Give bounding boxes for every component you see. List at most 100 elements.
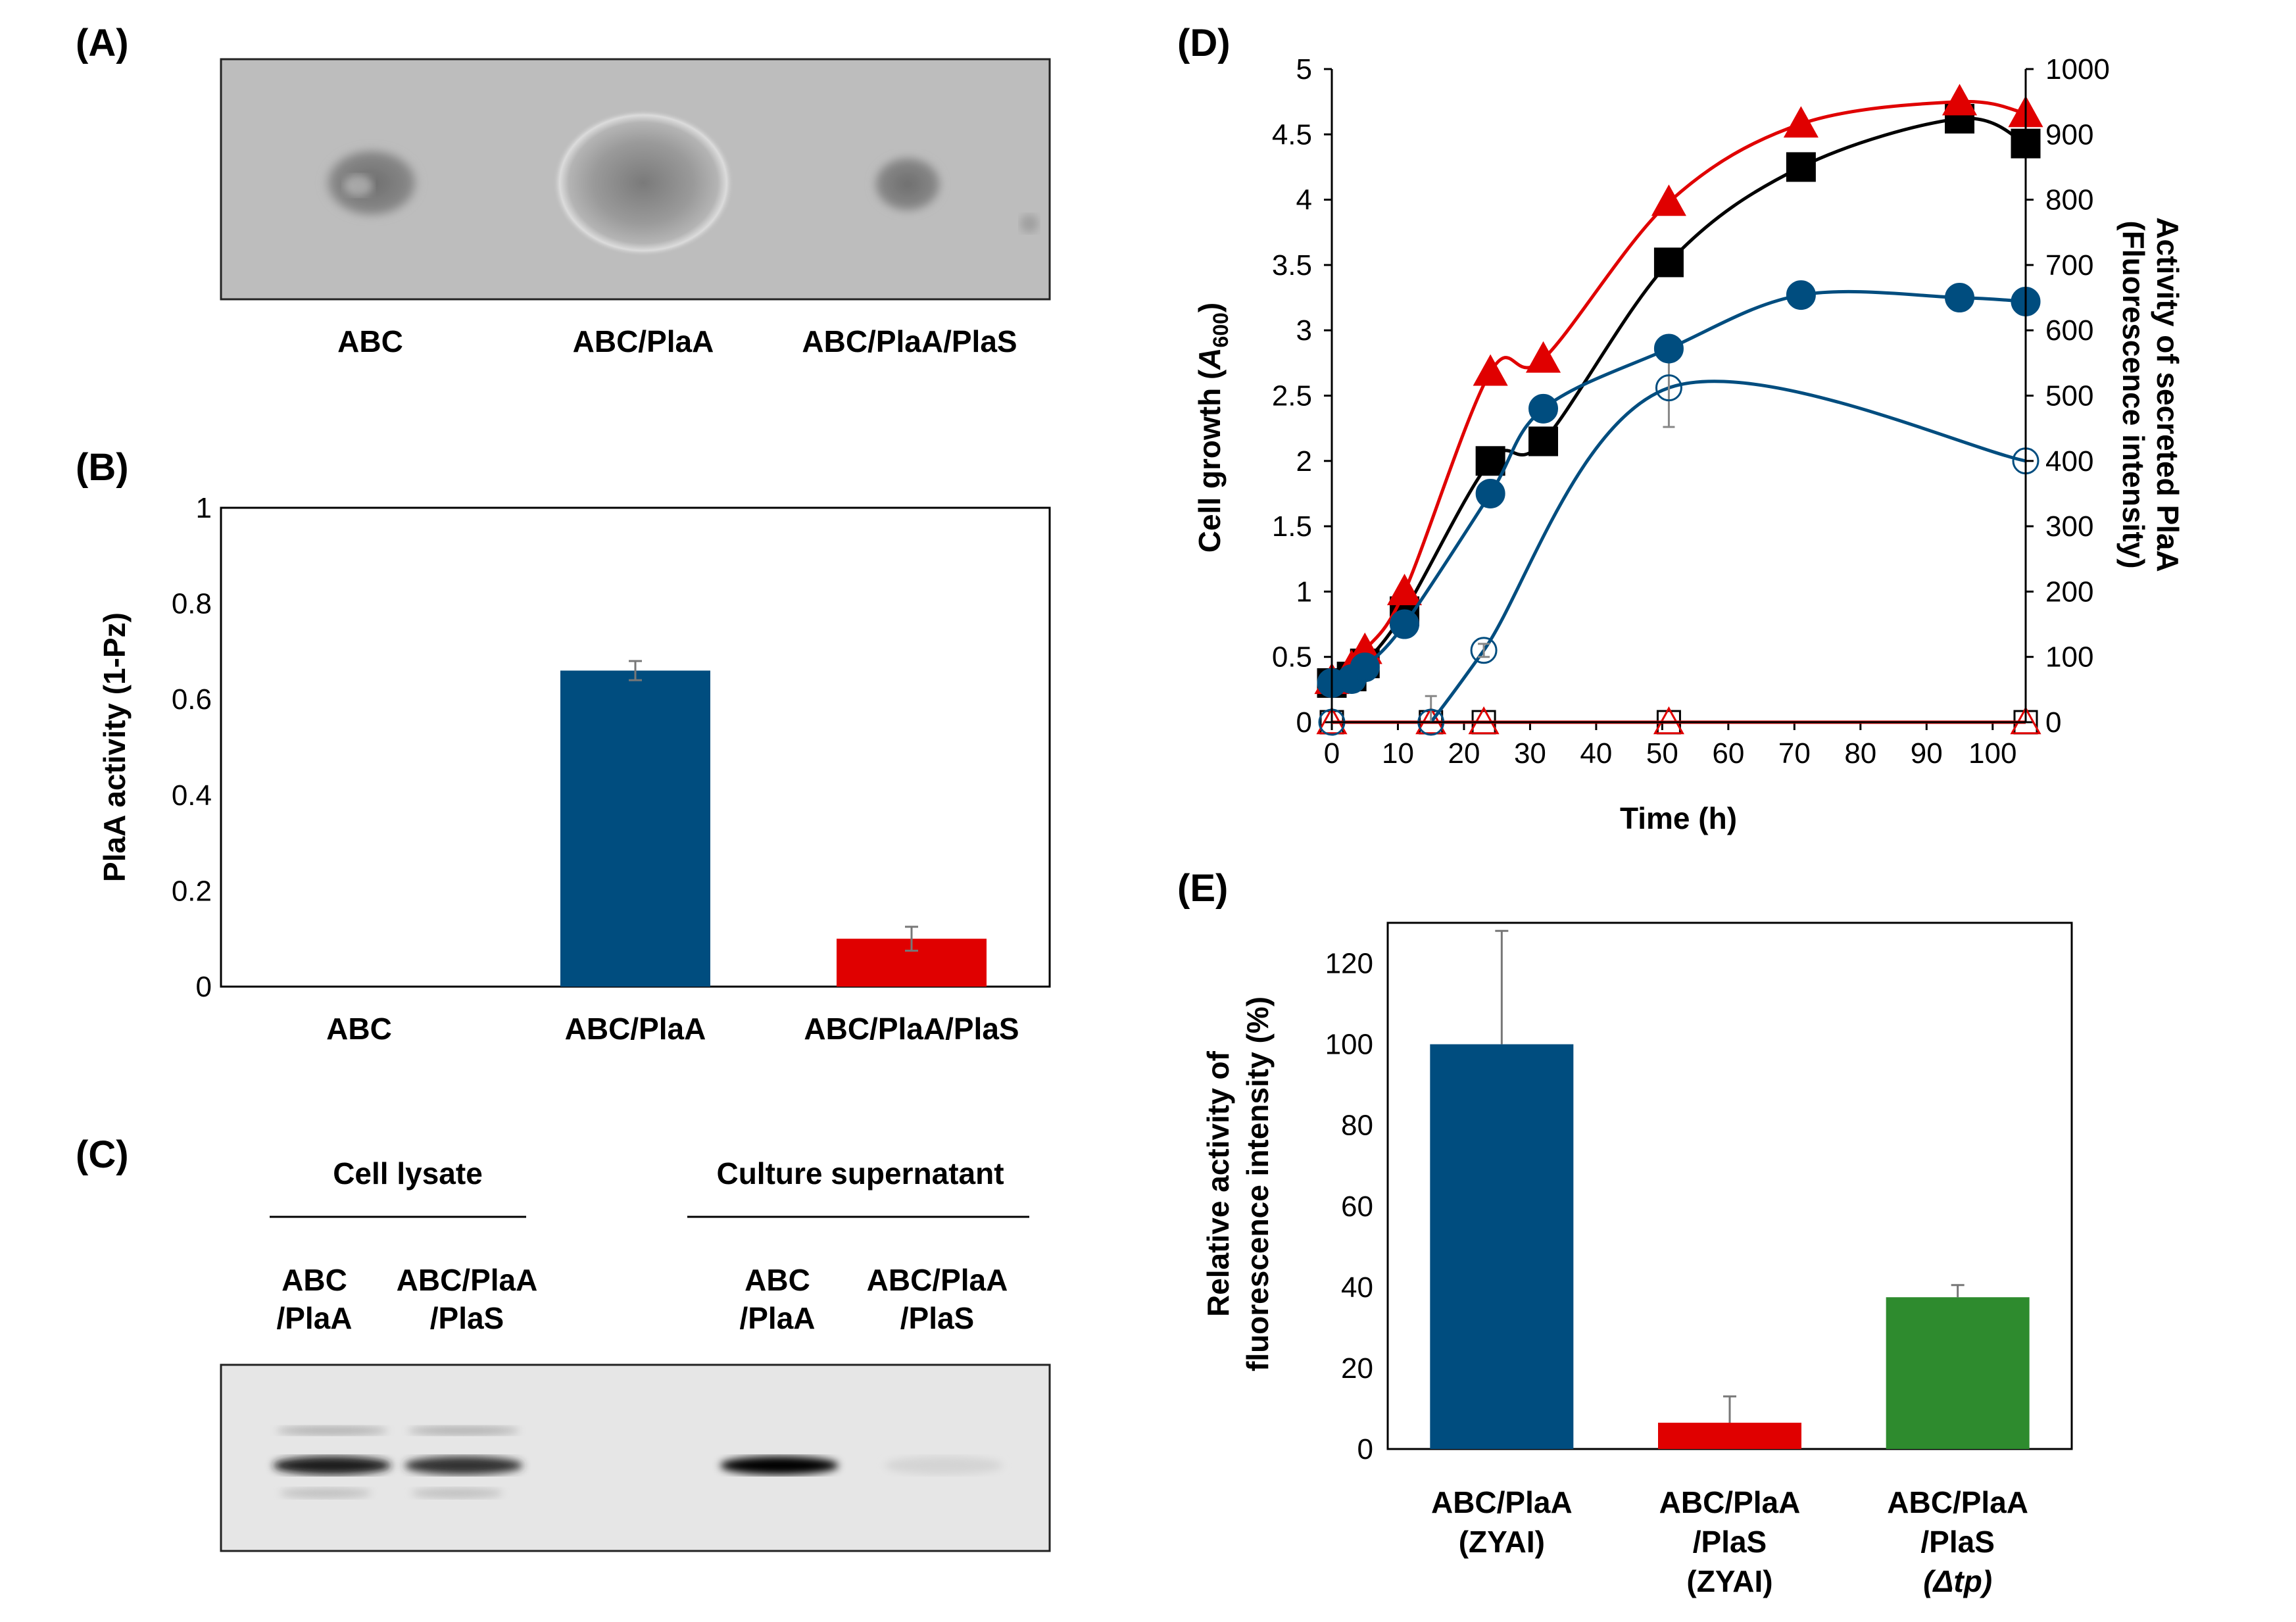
panel-d-label: (D): [1177, 22, 1231, 64]
data-point: [1528, 393, 1559, 424]
plate-image: [220, 58, 1051, 301]
y-tick-label-right: 700: [2045, 249, 2093, 282]
x-tick-label: (Δtp): [1923, 1564, 1992, 1598]
x-tick-label: /PlaS: [1693, 1525, 1767, 1559]
data-point: [1945, 283, 1975, 313]
x-tick-label: ABC/PlaA: [1887, 1485, 2028, 1519]
data-point: [1655, 374, 1682, 402]
faint-band: [408, 1426, 520, 1435]
y-tick-label: 60: [1341, 1191, 1373, 1223]
x-tick-label: (ZYAI): [1459, 1525, 1545, 1559]
panel-a-label: (A): [76, 22, 129, 64]
data-point: [1316, 706, 1348, 735]
x-axis-title: Time (h): [1620, 801, 1737, 835]
data-point: [1350, 652, 1380, 683]
data-point: [1786, 152, 1816, 182]
data-point: [1475, 478, 1505, 508]
y-tick-label: 0: [196, 971, 212, 1003]
protein-band: [273, 1456, 391, 1475]
x-tick-label: ABC/PlaA: [1659, 1485, 1801, 1519]
lane-label: /PlaS: [900, 1301, 975, 1335]
y-tick-label-right: 500: [2045, 380, 2093, 412]
data-point: [1786, 280, 1816, 310]
lane-label: ABC/PlaA: [397, 1263, 538, 1297]
data-point: [1473, 354, 1508, 386]
data-point: [1783, 106, 1819, 138]
y-tick-label-right: 100: [2045, 641, 2093, 674]
data-point: [1468, 706, 1500, 735]
plate-lane-label: ABC/PlaA: [573, 324, 714, 358]
x-tick-label: 0: [1324, 737, 1340, 770]
bar: [560, 670, 710, 987]
y-tick-label: 20: [1341, 1352, 1373, 1385]
y-tick-label: 0.8: [172, 588, 212, 620]
x-tick-label: (ZYAI): [1686, 1564, 1772, 1598]
plate-lane-label: ABC: [337, 324, 403, 358]
panel-c: (C) Cell lysate Culture supernatant ABC/…: [76, 1133, 1051, 1552]
lane-label: /PlaA: [739, 1301, 815, 1335]
series-abc-plaa-growth: [1317, 280, 2041, 698]
panel-d: (D) 00.511.522.533.544.55010020030040050…: [1177, 22, 2185, 835]
data-point: [1386, 574, 1423, 606]
y-tick-label-right: 800: [2045, 184, 2093, 216]
panel-c-label: (C): [76, 1133, 129, 1176]
y-tick-label-left: 0.5: [1272, 641, 1312, 674]
x-tick-label: 10: [1382, 737, 1414, 770]
lane-label: ABC/PlaA: [867, 1263, 1008, 1297]
y-axis-title: PlaA activity (1-Pz): [97, 612, 132, 882]
y-tick-label-left: 2: [1296, 445, 1312, 478]
y-axis-left-title: Cell growth (A600): [1192, 303, 1233, 553]
protein-band: [720, 1456, 839, 1475]
lane-label: /PlaS: [430, 1301, 504, 1335]
x-tick-label: 60: [1712, 737, 1744, 770]
y-tick-label: 0: [1357, 1433, 1373, 1465]
panel-b: (B) 0 0.2 0.4 0.6 0.8 1 ABC ABC/PlaA ABC/PlaA/P…: [76, 446, 1051, 1046]
series-line: [1429, 380, 2026, 724]
x-tick-label: 70: [1778, 737, 1811, 770]
y-tick-label-right: 0: [2045, 706, 2061, 739]
y-tick-label-left: 2.5: [1272, 380, 1312, 412]
y-axis-title: Relative activity of: [1201, 1050, 1235, 1317]
data-point: [1653, 706, 1684, 735]
panel-e: (E) 0 20 40 60 80 100 120 ABC/PlaA (ZYAI) ABC/Pl…: [1177, 867, 2073, 1598]
x-tick-label: 40: [1580, 737, 1612, 770]
data-point: [1390, 609, 1420, 639]
y-tick-label-left: 3: [1296, 314, 1312, 347]
x-tick-label: ABC: [326, 1012, 392, 1046]
y-tick-label: 100: [1325, 1029, 1373, 1061]
series-abc-plaa-plas-growth: [1314, 84, 2043, 695]
colony-abc-plaa-plas: [871, 155, 944, 214]
protein-band: [885, 1456, 1003, 1475]
y-tick-label-right: 400: [2045, 445, 2093, 478]
data-point: [1651, 184, 1686, 216]
y-tick-label: 80: [1341, 1110, 1373, 1142]
x-tick-label: 50: [1646, 737, 1678, 770]
y-axis-title: fluorescence intensity (%): [1240, 996, 1275, 1371]
bar: [1886, 1297, 2030, 1449]
y-axis-right-title: Activity of secreted PlaA: [2151, 217, 2185, 572]
faint-band: [280, 1488, 372, 1498]
panel-a: (A) ABC ABC/PlaA ABC/PlaA/PlaS: [76, 22, 1051, 358]
y-tick-label-right: 600: [2045, 314, 2093, 347]
x-tick-label: 20: [1448, 737, 1480, 770]
data-point: [1528, 426, 1559, 456]
y-tick-label-right: 1000: [2045, 53, 2110, 86]
y-tick-label-right: 200: [2045, 576, 2093, 608]
x-tick-label: /PlaS: [1920, 1525, 1995, 1559]
data-point: [1653, 247, 1684, 278]
series-abc-plaa-activity: [1318, 347, 2040, 736]
panel-e-label: (E): [1177, 867, 1228, 910]
data-point: [2010, 706, 2041, 735]
y-tick-label-left: 3.5: [1272, 249, 1312, 282]
series-line: [1331, 99, 2026, 682]
x-tick-label: 30: [1514, 737, 1546, 770]
y-tick-label: 0.4: [172, 779, 212, 812]
y-tick-label: 120: [1325, 948, 1373, 980]
x-tick-label: ABC/PlaA: [565, 1012, 706, 1046]
bar: [1430, 1044, 1574, 1449]
data-point: [1942, 84, 1978, 116]
lane-label: ABC: [745, 1263, 810, 1297]
data-point: [1475, 446, 1505, 476]
lane-label: ABC: [281, 1263, 347, 1297]
x-tick-label: 100: [1968, 737, 2016, 770]
